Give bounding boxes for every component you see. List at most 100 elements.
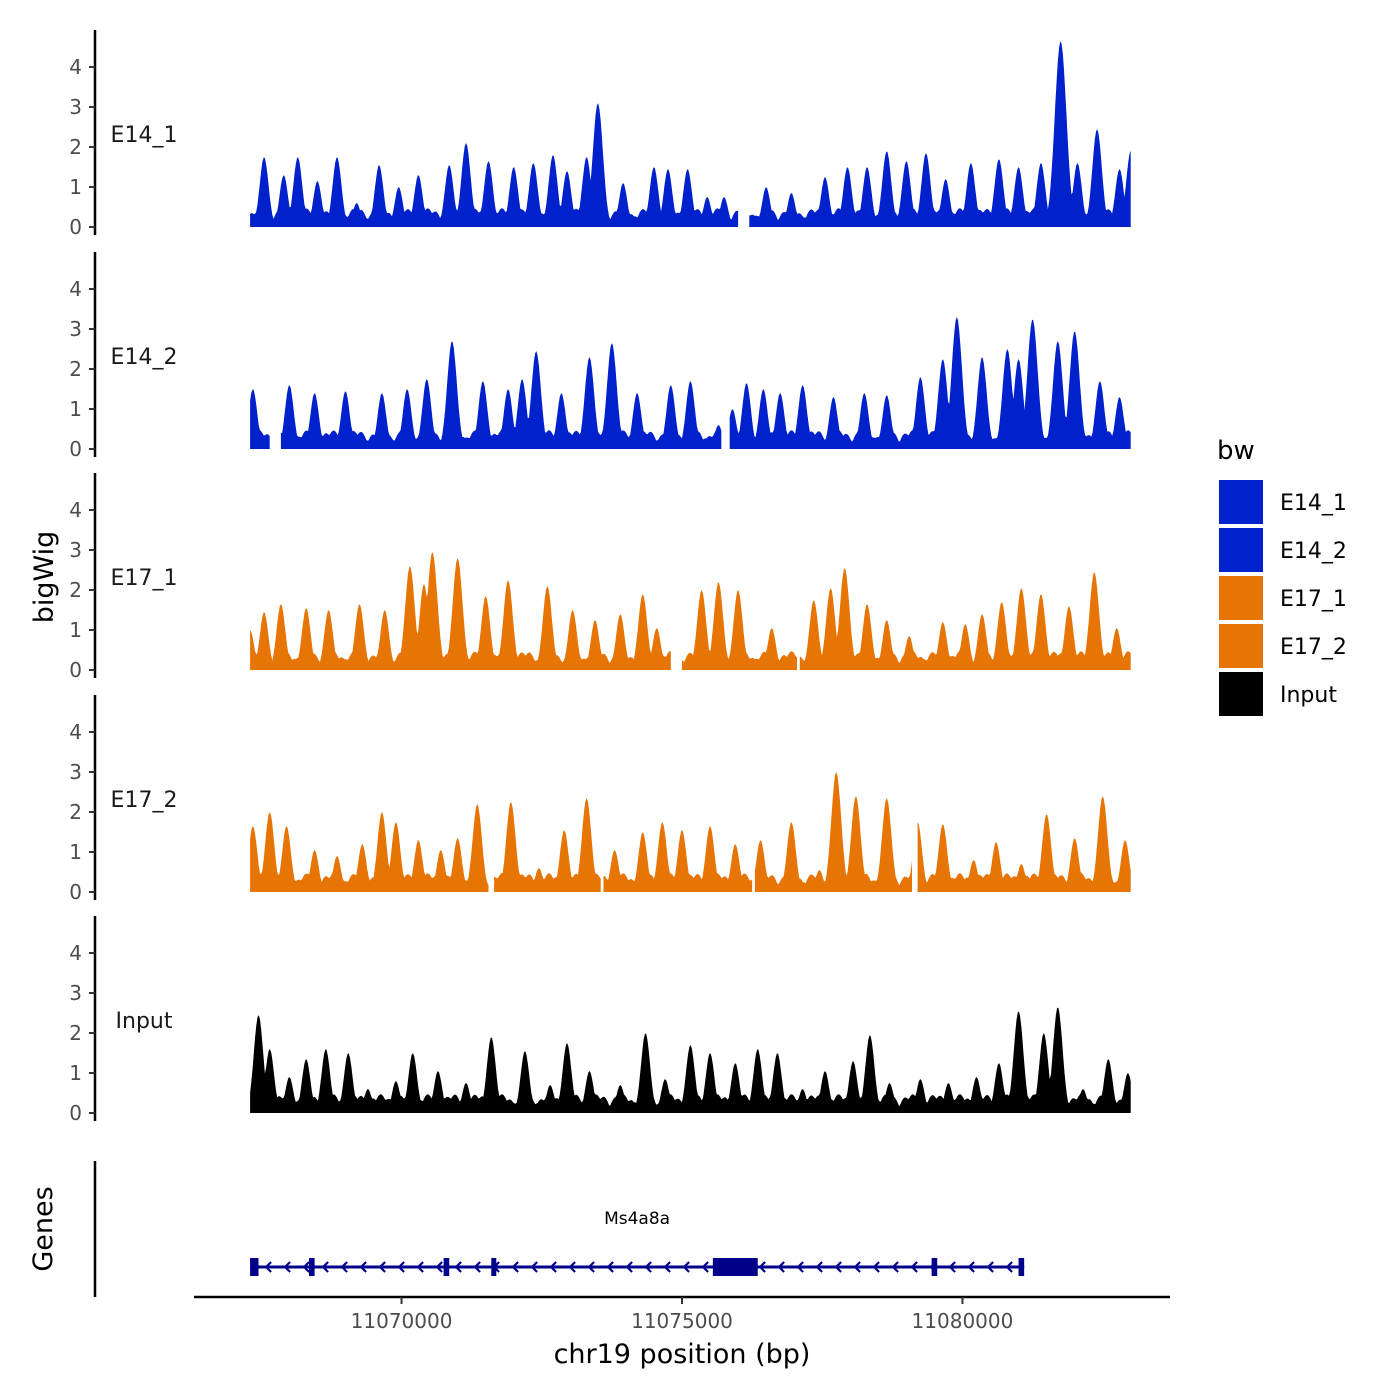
strand-arrow-icon bbox=[796, 1261, 804, 1273]
y-tick-label: 1 bbox=[69, 397, 82, 421]
y-tick-label: 0 bbox=[69, 658, 82, 682]
y-tick-label: 4 bbox=[69, 55, 82, 79]
y-tick-label: 1 bbox=[69, 175, 82, 199]
legend-swatch bbox=[1219, 672, 1263, 716]
track-label-E17_1: E17_1 bbox=[111, 566, 178, 591]
strand-arrow-icon bbox=[530, 1261, 538, 1273]
strand-arrow-icon bbox=[587, 1261, 595, 1273]
y-tick-label: 2 bbox=[69, 1021, 82, 1045]
y-tick-label: 2 bbox=[69, 135, 82, 159]
x-axis-title: chr19 position (bp) bbox=[554, 1339, 811, 1370]
legend: bw E14_1 E14_2 E17_1 E17_2 Input bbox=[1217, 436, 1347, 716]
legend-label: E17_2 bbox=[1280, 635, 1347, 660]
y-tick-label: 4 bbox=[69, 941, 82, 965]
track-E17_2: 0 1 2 3 4 E17_2 bbox=[69, 695, 1131, 904]
coverage-area-E17_1 bbox=[799, 568, 1131, 670]
track-label-E14_2: E14_2 bbox=[111, 345, 178, 370]
track-E14_1: 0 1 2 3 4 E14_1 bbox=[69, 30, 1131, 239]
coverage-area-Input bbox=[250, 1007, 1131, 1113]
legend-label: E17_1 bbox=[1280, 587, 1347, 612]
strand-arrow-icon bbox=[682, 1261, 690, 1273]
y-tick-label: 1 bbox=[69, 1061, 82, 1085]
strand-arrow-icon bbox=[416, 1261, 424, 1273]
gene-exon bbox=[1018, 1258, 1025, 1276]
track-E17_1: 0 1 2 3 4 E17_1 bbox=[69, 473, 1131, 682]
track-label-E14_1: E14_1 bbox=[111, 123, 178, 148]
x-tick-label: 11080000 bbox=[912, 1309, 1014, 1333]
strand-arrow-icon bbox=[378, 1261, 386, 1273]
track-label-Input: Input bbox=[116, 1009, 173, 1034]
gene-label-ms4a8a: Ms4a8a bbox=[604, 1209, 670, 1229]
coverage-area-E17_2 bbox=[603, 822, 753, 892]
genes-panel: Genes Ms4a8a bbox=[28, 1161, 1025, 1297]
y-tick-label: 1 bbox=[69, 618, 82, 642]
strand-arrow-icon bbox=[644, 1261, 652, 1273]
y-tick-label: 2 bbox=[69, 578, 82, 602]
strand-arrow-icon bbox=[359, 1261, 367, 1273]
coverage-area-E14_2 bbox=[250, 389, 270, 449]
gene-model-ms4a8a bbox=[250, 1258, 1025, 1276]
strand-arrow-icon bbox=[777, 1261, 785, 1273]
strand-arrow-icon bbox=[264, 1261, 272, 1273]
gene-exon bbox=[250, 1258, 259, 1276]
strand-arrow-icon bbox=[891, 1261, 899, 1273]
legend-item-E17_1: E17_1 bbox=[1219, 576, 1347, 620]
gene-exon bbox=[308, 1258, 315, 1276]
strand-arrow-icon bbox=[511, 1261, 519, 1273]
legend-item-Input: Input bbox=[1219, 672, 1337, 716]
coverage-area-E14_1 bbox=[749, 41, 1131, 227]
y-tick-label: 0 bbox=[69, 437, 82, 461]
track-E14_2: 0 1 2 3 4 E14_2 bbox=[69, 252, 1131, 461]
strand-arrow-icon bbox=[967, 1261, 975, 1273]
y-tick-label: 2 bbox=[69, 357, 82, 381]
strand-arrow-icon bbox=[435, 1261, 443, 1273]
legend-swatch bbox=[1219, 528, 1263, 572]
strand-arrow-icon bbox=[397, 1261, 405, 1273]
strand-arrow-icon bbox=[283, 1261, 291, 1273]
strand-arrow-icon bbox=[1005, 1261, 1013, 1273]
legend-label: E14_1 bbox=[1280, 491, 1347, 516]
genes-axis-title: Genes bbox=[28, 1186, 59, 1271]
strand-arrow-icon bbox=[473, 1261, 481, 1273]
x-tick-label: 11075000 bbox=[631, 1309, 733, 1333]
y-axis-title: bigWig bbox=[29, 531, 60, 624]
coverage-area-E14_2 bbox=[280, 341, 722, 449]
y-tick-label: 2 bbox=[69, 800, 82, 824]
strand-arrow-icon bbox=[625, 1261, 633, 1273]
strand-arrow-icon bbox=[549, 1261, 557, 1273]
legend-label: E14_2 bbox=[1280, 539, 1347, 564]
legend-swatch bbox=[1219, 480, 1263, 524]
strand-arrow-icon bbox=[853, 1261, 861, 1273]
legend-title: bw bbox=[1217, 436, 1255, 466]
y-tick-label: 0 bbox=[69, 215, 82, 239]
gene-exon bbox=[931, 1258, 938, 1276]
strand-arrow-icon bbox=[568, 1261, 576, 1273]
gene-exon bbox=[491, 1258, 497, 1276]
track-panels: 0 1 2 3 4 E14_1 0 1 2 3 4 E14_2 0 1 2 3 4 E17_1 0 1 2 3 4 E17_2… bbox=[69, 30, 1131, 1125]
coverage-area-E17_2 bbox=[754, 772, 912, 892]
y-tick-label: 0 bbox=[69, 1101, 82, 1125]
legend-item-E14_1: E14_1 bbox=[1219, 480, 1347, 524]
y-tick-label: 0 bbox=[69, 880, 82, 904]
strand-arrow-icon bbox=[340, 1261, 348, 1273]
y-tick-label: 4 bbox=[69, 498, 82, 522]
coverage-area-E14_1 bbox=[250, 103, 739, 227]
strand-arrow-icon bbox=[701, 1261, 709, 1273]
strand-arrow-icon bbox=[834, 1261, 842, 1273]
y-tick-label: 4 bbox=[69, 720, 82, 744]
strand-arrow-icon bbox=[872, 1261, 880, 1273]
coverage-area-E17_1 bbox=[250, 552, 671, 670]
track-label-E17_2: E17_2 bbox=[111, 788, 178, 813]
legend-item-E14_2: E14_2 bbox=[1219, 528, 1347, 572]
coverage-area-E14_2 bbox=[729, 317, 1131, 449]
y-tick-label: 3 bbox=[69, 95, 82, 119]
y-tick-label: 3 bbox=[69, 760, 82, 784]
legend-swatch bbox=[1219, 624, 1263, 668]
gene-exon bbox=[443, 1258, 450, 1276]
coverage-area-E17_2 bbox=[250, 804, 489, 892]
strand-arrow-icon bbox=[815, 1261, 823, 1273]
strand-arrow-icon bbox=[302, 1261, 310, 1273]
strand-arrow-icon bbox=[986, 1261, 994, 1273]
y-tick-label: 3 bbox=[69, 317, 82, 341]
